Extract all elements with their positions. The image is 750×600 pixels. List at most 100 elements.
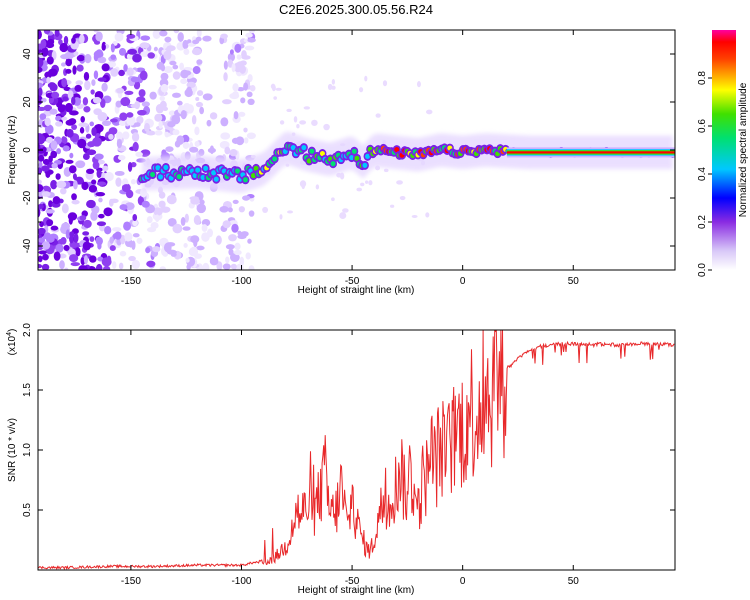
noise-blob — [234, 43, 242, 53]
noise-blob — [50, 225, 59, 231]
noise-blob — [118, 69, 126, 77]
noise-blob — [56, 148, 61, 155]
noise-blob — [132, 53, 142, 63]
y-tick-label: 20 — [22, 96, 33, 108]
noise-blob — [62, 145, 70, 152]
colorbar-tick-label: 0.6 — [697, 119, 708, 133]
noise-blob — [160, 206, 171, 213]
noise-blob — [48, 155, 53, 163]
ridge-core — [362, 162, 368, 168]
noise-blob — [133, 80, 141, 90]
colorbar-label: Normalized spectral amplitude — [738, 82, 749, 217]
noise-blob — [165, 146, 174, 152]
noise-blob — [80, 115, 85, 123]
noise-blob — [220, 132, 231, 140]
noise-blob — [116, 138, 123, 149]
ridge-halo — [141, 131, 673, 193]
noise-blob — [63, 244, 70, 252]
noise-blob — [299, 120, 307, 125]
noise-blob — [131, 132, 140, 142]
noise-blob — [227, 52, 236, 62]
spectrogram-x-label: Height of straight line (km) — [298, 285, 415, 296]
noise-blob — [41, 241, 51, 250]
noise-blob — [42, 158, 50, 166]
noise-blob — [185, 257, 190, 263]
x-tick-label: -50 — [345, 576, 360, 587]
noise-blob — [219, 205, 229, 213]
noise-blob — [65, 68, 72, 74]
noise-blob — [164, 131, 170, 138]
noise-blob — [84, 53, 92, 64]
noise-blob — [38, 207, 41, 218]
noise-blob — [92, 137, 102, 147]
noise-blob — [158, 191, 166, 199]
noise-blob — [54, 30, 60, 37]
noise-blob — [114, 32, 124, 42]
noise-blob — [247, 238, 252, 244]
noise-blob — [279, 120, 285, 125]
noise-blob — [70, 262, 80, 267]
noise-blob — [67, 212, 78, 221]
noise-blob — [248, 210, 255, 217]
ridge-core — [155, 165, 161, 171]
noise-blob — [160, 64, 166, 72]
noise-blob — [190, 246, 198, 254]
noise-blob — [177, 100, 183, 106]
noise-blob — [38, 250, 47, 255]
noise-blob — [65, 58, 73, 67]
noise-blob — [72, 65, 77, 75]
noise-blob — [331, 197, 335, 202]
noise-blob — [75, 160, 86, 169]
noise-blob — [118, 262, 124, 270]
y-tick-label: 1.0 — [22, 443, 33, 457]
noise-blob — [172, 92, 181, 98]
noise-blob — [389, 204, 395, 208]
noise-blob — [49, 108, 58, 115]
noise-blob — [160, 72, 169, 81]
noise-blob — [112, 227, 122, 232]
noise-blob — [104, 171, 114, 182]
noise-blob — [94, 153, 104, 160]
ridge-core — [150, 171, 156, 178]
noise-blob — [172, 223, 183, 234]
noise-blob — [180, 78, 188, 85]
noise-blob — [227, 207, 233, 213]
noise-blob — [41, 165, 50, 172]
noise-blob — [101, 82, 108, 92]
noise-blob — [194, 126, 200, 136]
noise-blob — [173, 30, 180, 34]
noise-blob — [38, 184, 44, 193]
noise-blob — [61, 203, 69, 214]
noise-blob — [177, 32, 184, 42]
x-tick-label: 0 — [460, 276, 466, 287]
noise-blob — [136, 116, 144, 125]
noise-blob — [132, 220, 138, 227]
noise-blob — [96, 181, 107, 186]
noise-blob — [109, 118, 118, 123]
noise-blob — [166, 45, 176, 52]
noise-blob — [128, 256, 136, 262]
noise-blob — [221, 99, 232, 105]
noise-blob — [172, 64, 179, 70]
noise-blob — [202, 35, 212, 42]
noise-blob — [245, 252, 251, 260]
noise-blob — [235, 136, 245, 146]
noise-blob — [69, 231, 75, 238]
noise-blob — [120, 97, 131, 107]
noise-blob — [82, 153, 90, 160]
noise-blob — [38, 179, 42, 185]
noise-blob — [97, 56, 107, 64]
noise-blob — [183, 48, 190, 55]
noise-blob — [248, 265, 255, 270]
noise-blob — [232, 91, 239, 98]
y-tick-label: 0.5 — [22, 503, 33, 517]
noise-blob — [132, 141, 139, 152]
noise-blob — [383, 168, 389, 173]
noise-blob — [182, 226, 191, 231]
noise-blob — [96, 221, 107, 227]
ridge-core — [330, 161, 336, 167]
noise-blob — [132, 233, 140, 238]
noise-blob — [112, 261, 117, 269]
snr-scale-label: (x104) — [6, 329, 18, 356]
noise-blob — [339, 212, 347, 220]
